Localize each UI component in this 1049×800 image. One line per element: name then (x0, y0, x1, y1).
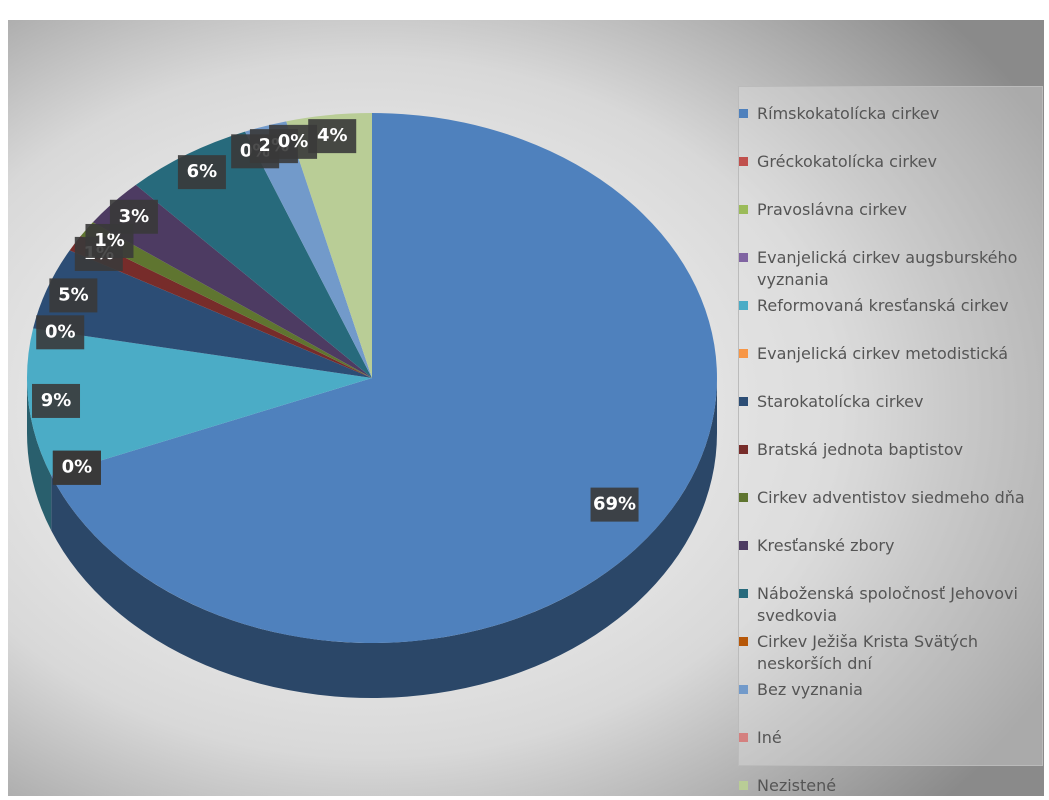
legend-label: Pravoslávna cirkev (757, 200, 907, 219)
legend-label: Cirkev adventistov siedmeho dňa (757, 488, 1025, 507)
legend-entry: Náboženská spoločnosť Jehovovi svedkovia (739, 583, 1047, 627)
data-label-group: 6% (177, 155, 226, 190)
legend-label: Bez vyznania (757, 680, 863, 699)
data-label-group: 3% (109, 199, 158, 234)
legend-marker (739, 397, 748, 406)
data-label-box (49, 278, 98, 313)
data-label: 4% (317, 125, 348, 146)
data-label-box (32, 383, 81, 418)
legend-marker (739, 733, 748, 742)
slice (92, 184, 373, 378)
legend-label: Náboženská spoločnosť Jehovovi svedkovia (757, 584, 1018, 625)
slice (51, 113, 717, 644)
legend-entry: Bratská jednota baptistov (739, 439, 1047, 461)
legend-entry: Nezistené (739, 775, 1047, 797)
data-label-group: 0% (52, 450, 101, 485)
legend-entry: Evanjelická cirkev metodistická (739, 343, 1047, 365)
slice (135, 131, 372, 378)
data-label: 5% (58, 284, 89, 305)
slice (80, 222, 373, 378)
data-label-box (590, 487, 639, 522)
legend-marker (739, 301, 748, 310)
slice (244, 121, 372, 378)
legend-label: Rímskokatolícka cirkev (757, 104, 940, 123)
slice (286, 113, 372, 378)
slice (33, 250, 372, 378)
legend-marker (739, 685, 748, 694)
data-label-group: 9% (32, 383, 81, 418)
data-label: 6% (187, 161, 218, 182)
data-label-group: 4% (308, 119, 357, 154)
slice-side (27, 378, 52, 531)
legend-entry: Gréckokatolícka cirkev (739, 151, 1047, 173)
data-label: 69% (593, 494, 636, 515)
legend-marker (739, 109, 748, 118)
data-label-box (308, 119, 357, 154)
legend-entry: Cirkev adventistov siedmeho dňa (739, 487, 1047, 509)
legend-label: Nezistené (757, 776, 837, 795)
legend-entry: Starokatolícka cirkev (739, 391, 1047, 413)
legend-marker (739, 541, 748, 550)
data-label-box (36, 315, 85, 350)
data-label-box (109, 199, 158, 234)
data-label: 1% (94, 230, 125, 251)
legend-entry: Pravoslávna cirkev (739, 199, 1047, 221)
data-label: 0% (278, 131, 309, 152)
data-label: 9% (41, 390, 72, 411)
legend: Rímskokatolícka cirkev Gréckokatolícka ci… (738, 86, 1043, 795)
legend-entry: Evanjelická cirkev augsburského vyznania (739, 247, 1047, 291)
data-label: 3% (119, 206, 150, 227)
data-label-box (177, 155, 226, 190)
slice-side (51, 378, 717, 698)
legend-marker (739, 781, 748, 790)
legend-marker (739, 205, 748, 214)
legend-marker (739, 493, 748, 502)
legend-label: Cirkev Ježiša Krista Svätých neskorších … (757, 632, 979, 673)
legend-label: Reformovaná kresťanská cirkev (757, 296, 1009, 315)
legend-marker (739, 445, 748, 454)
data-label-group: 5% (49, 278, 98, 313)
legend-label: Bratská jednota baptistov (757, 440, 964, 459)
legend-label: Starokatolícka cirkev (757, 392, 924, 411)
legend-marker (739, 349, 748, 358)
data-label: 0% (45, 321, 76, 342)
legend-marker (739, 253, 748, 262)
legend-marker (739, 589, 748, 598)
legend-marker (739, 637, 748, 646)
legend-entry: Bez vyznania (739, 679, 1047, 701)
data-label-box (52, 450, 101, 485)
legend-marker (739, 157, 748, 166)
slice (69, 236, 372, 378)
legend-entry: Reformovaná kresťanská cirkev (739, 295, 1047, 317)
legend-entry: Kresťanské zbory (739, 535, 1047, 557)
legend-label: Evanjelická cirkev augsburského vyznania (757, 248, 1018, 289)
slice (27, 328, 373, 476)
data-label-group: 69% (590, 487, 639, 522)
legend-label: Iné (757, 728, 782, 747)
legend-entry: Iné (739, 727, 1047, 749)
legend-label: Kresťanské zbory (757, 536, 895, 555)
legend-label: Gréckokatolícka cirkev (757, 152, 937, 171)
data-label: 0% (62, 457, 93, 478)
data-label-group: 0% (36, 315, 85, 350)
legend-entry: Rímskokatolícka cirkev (739, 103, 1047, 125)
legend-label: Evanjelická cirkev metodistická (757, 344, 1009, 363)
legend-entry: Cirkev Ježiša Krista Svätých neskorších … (739, 631, 1047, 675)
